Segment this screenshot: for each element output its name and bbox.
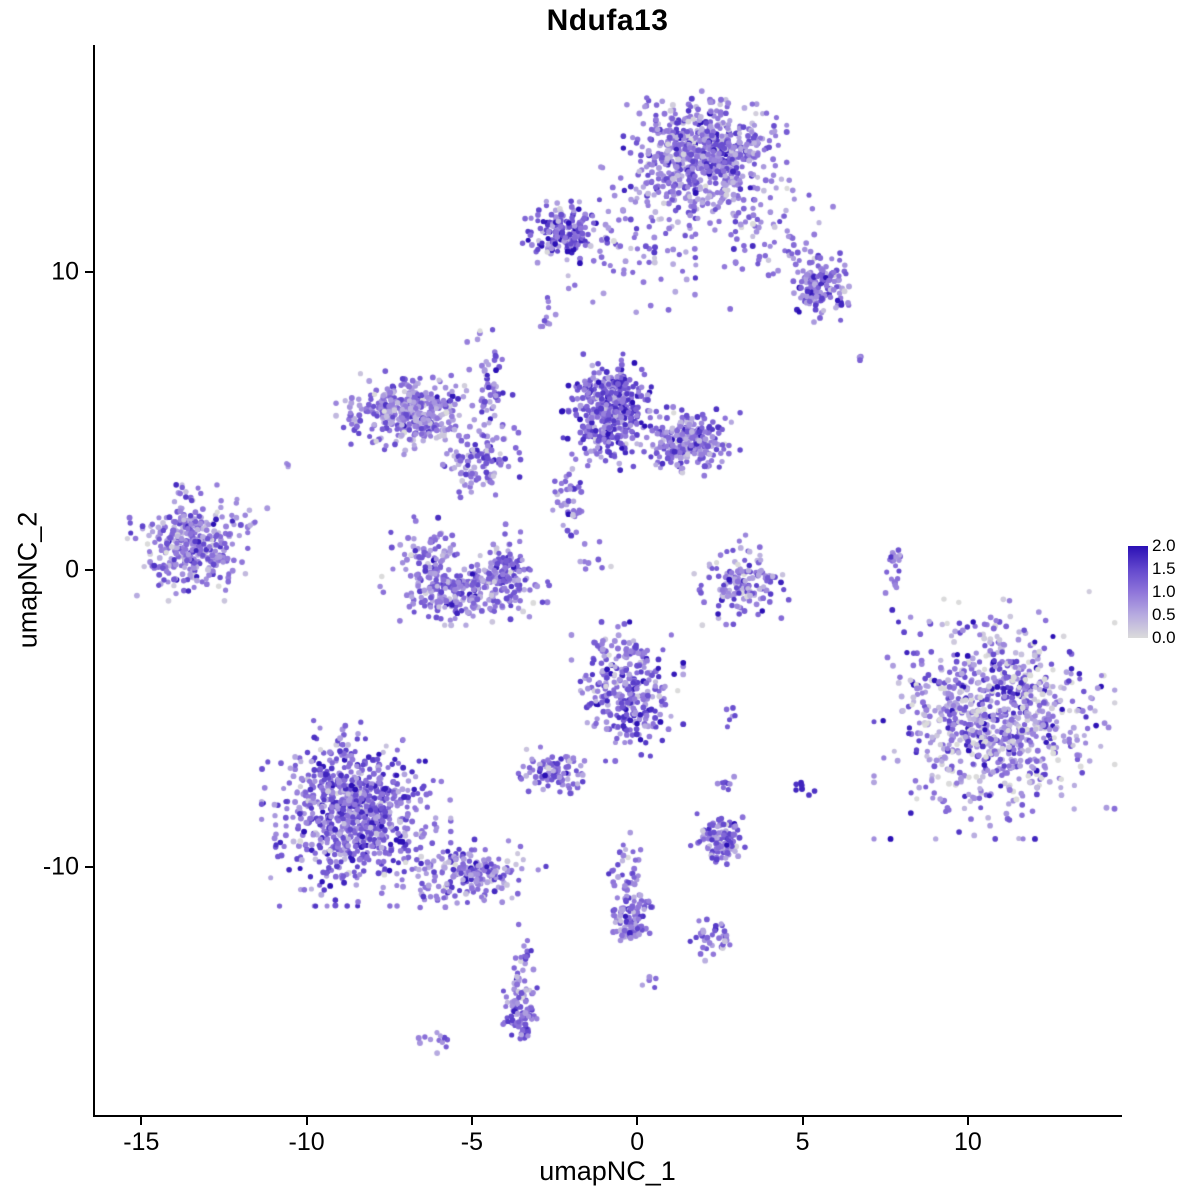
legend-tick-label: 0.5 [1152,605,1176,624]
x-tick-label: 5 [795,1128,810,1156]
y-tick-mark [85,568,93,571]
legend-tick-label: 2.0 [1152,536,1176,555]
x-tick-mark [470,1117,473,1125]
y-tick-mark [85,271,93,274]
legend-gradient-bar [1128,546,1148,638]
x-tick-mark [305,1117,308,1125]
legend-tick-label: 0.0 [1152,628,1176,647]
y-tick-label: 0 [65,555,79,584]
y-axis-title: umapNC_2 [12,511,43,649]
x-tick-label: -5 [460,1128,484,1156]
x-tick-label: -10 [288,1128,325,1156]
legend-tick-label: 1.5 [1152,559,1176,578]
x-axis-line [93,1115,1122,1117]
x-tick-mark [636,1117,639,1125]
legend-tick-label: 1.0 [1152,582,1176,601]
x-tick-mark [801,1117,804,1125]
x-tick-label: -15 [123,1128,160,1156]
y-axis-line [93,45,95,1117]
x-tick-mark [140,1117,143,1125]
x-axis-title: umapNC_1 [539,1156,676,1186]
y-tick-label: -10 [42,852,79,881]
x-tick-label: 10 [953,1128,982,1156]
y-tick-mark [85,865,93,868]
x-tick-mark [966,1117,969,1125]
y-tick-label: 10 [51,257,79,286]
plot-title: Ndufa13 [546,4,669,37]
x-tick-label: 0 [630,1128,645,1156]
